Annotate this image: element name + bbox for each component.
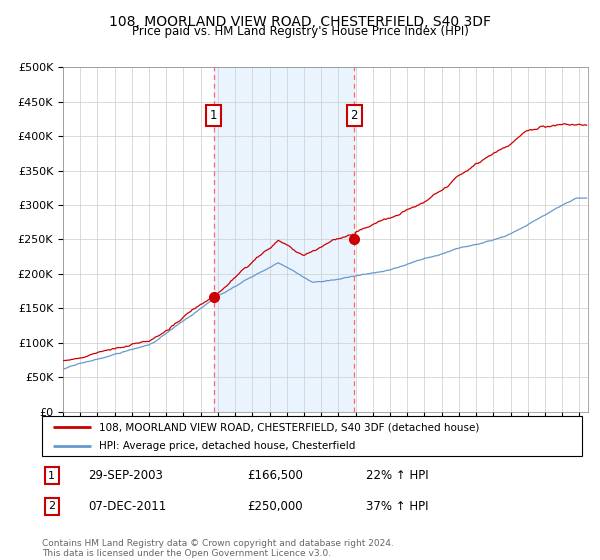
Text: 2: 2 bbox=[48, 501, 55, 511]
Text: 1: 1 bbox=[210, 109, 217, 122]
Text: 37% ↑ HPI: 37% ↑ HPI bbox=[366, 500, 428, 512]
Text: HPI: Average price, detached house, Chesterfield: HPI: Average price, detached house, Ches… bbox=[98, 441, 355, 451]
Text: 22% ↑ HPI: 22% ↑ HPI bbox=[366, 469, 428, 482]
Text: Price paid vs. HM Land Registry's House Price Index (HPI): Price paid vs. HM Land Registry's House … bbox=[131, 25, 469, 38]
Text: 1: 1 bbox=[48, 471, 55, 481]
Text: £250,000: £250,000 bbox=[247, 500, 303, 512]
Text: Contains HM Land Registry data © Crown copyright and database right 2024.
This d: Contains HM Land Registry data © Crown c… bbox=[42, 539, 394, 558]
Text: £166,500: £166,500 bbox=[247, 469, 303, 482]
Text: 108, MOORLAND VIEW ROAD, CHESTERFIELD, S40 3DF: 108, MOORLAND VIEW ROAD, CHESTERFIELD, S… bbox=[109, 15, 491, 29]
FancyBboxPatch shape bbox=[42, 416, 582, 456]
Bar bbox=[214, 67, 354, 412]
Text: 29-SEP-2003: 29-SEP-2003 bbox=[88, 469, 163, 482]
Text: 2: 2 bbox=[350, 109, 358, 122]
Text: 108, MOORLAND VIEW ROAD, CHESTERFIELD, S40 3DF (detached house): 108, MOORLAND VIEW ROAD, CHESTERFIELD, S… bbox=[98, 422, 479, 432]
Text: 07-DEC-2011: 07-DEC-2011 bbox=[88, 500, 166, 512]
